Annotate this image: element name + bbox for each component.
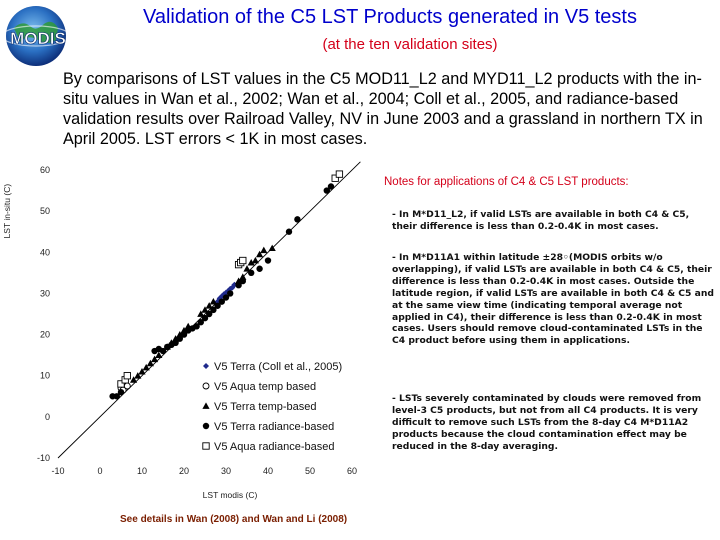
data-point bbox=[248, 269, 255, 277]
data-point bbox=[201, 314, 209, 322]
y-tick-label: -10 bbox=[37, 453, 50, 463]
data-point bbox=[331, 174, 339, 182]
data-point bbox=[260, 246, 268, 254]
data-point bbox=[239, 273, 247, 280]
data-point bbox=[251, 256, 259, 264]
page-title: Validation of the C5 LST Products genera… bbox=[142, 6, 637, 28]
legend-marker bbox=[203, 363, 209, 369]
data-point bbox=[205, 302, 213, 309]
x-tick-label: 20 bbox=[179, 466, 189, 476]
data-point bbox=[239, 256, 247, 265]
note-item: - In M*D11A1 within latitude ±28◦(MODIS … bbox=[392, 252, 714, 347]
footer-reference: See details in Wan (2008) and Wan and Li… bbox=[120, 514, 348, 525]
note-item: - In M*D11_L2, if valid LSTs are availab… bbox=[392, 209, 690, 232]
data-point bbox=[130, 376, 138, 383]
x-tick-label: 40 bbox=[263, 466, 273, 476]
modis-logo: MODIS bbox=[1, 6, 71, 66]
legend-label: V5 Terra radiance-based bbox=[214, 421, 334, 433]
data-point bbox=[197, 310, 205, 317]
data-point bbox=[335, 170, 344, 178]
data-point bbox=[227, 290, 234, 297]
data-point bbox=[193, 323, 200, 330]
data-point bbox=[123, 382, 131, 390]
x-tick-label: -10 bbox=[51, 466, 64, 476]
legend-label: V5 Terra temp-based bbox=[214, 401, 317, 413]
data-point bbox=[285, 228, 293, 235]
data-point bbox=[218, 298, 225, 305]
page-subtitle: (at the ten validation sites) bbox=[322, 36, 498, 53]
data-point bbox=[155, 351, 163, 359]
data-point bbox=[151, 355, 159, 363]
logo-text: MODIS bbox=[10, 29, 66, 48]
data-point bbox=[123, 372, 131, 380]
data-point bbox=[264, 257, 272, 264]
data-point bbox=[327, 183, 335, 190]
y-axis-label: LST in-situ (C) bbox=[2, 184, 12, 239]
legend-marker bbox=[202, 442, 210, 450]
legend-marker bbox=[202, 382, 210, 390]
legend-label: V5 Terra (Coll et al., 2005) bbox=[214, 361, 342, 373]
data-point bbox=[256, 265, 263, 272]
legend-label: V5 Aqua temp based bbox=[214, 381, 316, 393]
data-point bbox=[134, 372, 142, 379]
legend-marker bbox=[202, 422, 210, 430]
data-point bbox=[210, 306, 217, 314]
data-point bbox=[117, 380, 125, 388]
data-point bbox=[235, 282, 242, 289]
y-tick-label: 30 bbox=[40, 288, 50, 298]
data-point bbox=[113, 393, 121, 400]
data-point bbox=[323, 187, 330, 194]
y-tick-label: 20 bbox=[40, 330, 50, 340]
legend-marker bbox=[202, 402, 210, 409]
data-point bbox=[256, 250, 264, 258]
notes-title: Notes for applications of C4 & C5 LST pr… bbox=[384, 176, 629, 188]
x-tick-label: 30 bbox=[221, 466, 231, 476]
x-tick-label: 10 bbox=[137, 466, 147, 476]
data-point bbox=[117, 388, 125, 396]
lst-scatter-plot: 60 50 40 30 20 10 0 -10-10 0 10 20 30 40 50 60 LST modi… bbox=[2, 161, 361, 500]
data-point bbox=[176, 335, 183, 342]
data-point bbox=[146, 359, 154, 367]
data-point bbox=[209, 298, 217, 305]
data-point bbox=[222, 294, 230, 301]
data-point bbox=[239, 277, 246, 285]
y-tick-label: 0 bbox=[45, 412, 50, 422]
data-point bbox=[247, 258, 255, 266]
data-point bbox=[206, 310, 213, 318]
data-point bbox=[180, 331, 188, 338]
legend-label: V5 Aqua radiance-based bbox=[214, 441, 334, 453]
x-tick-label: 50 bbox=[305, 466, 315, 476]
intro-paragraph: By comparisons of LST values in the C5 M… bbox=[63, 70, 703, 148]
data-point bbox=[172, 339, 179, 346]
x-tick-label: 0 bbox=[97, 466, 102, 476]
y-tick-label: 40 bbox=[40, 247, 50, 257]
y-tick-label: 10 bbox=[40, 371, 50, 381]
data-point bbox=[138, 368, 146, 375]
y-tick-label: 50 bbox=[40, 206, 50, 216]
x-axis-label: LST modis (C) bbox=[203, 490, 258, 500]
data-point bbox=[268, 244, 276, 252]
note-item: - LSTs severely contaminated by clouds w… bbox=[392, 393, 702, 452]
x-tick-label: 60 bbox=[347, 466, 357, 476]
data-point bbox=[201, 306, 209, 313]
data-point bbox=[243, 265, 251, 272]
data-point bbox=[294, 216, 301, 223]
data-point bbox=[214, 302, 221, 309]
data-point bbox=[159, 347, 167, 355]
y-tick-label: 60 bbox=[40, 165, 50, 175]
one-to-one-line bbox=[57, 161, 361, 459]
data-point bbox=[142, 363, 150, 371]
data-point bbox=[197, 319, 204, 326]
